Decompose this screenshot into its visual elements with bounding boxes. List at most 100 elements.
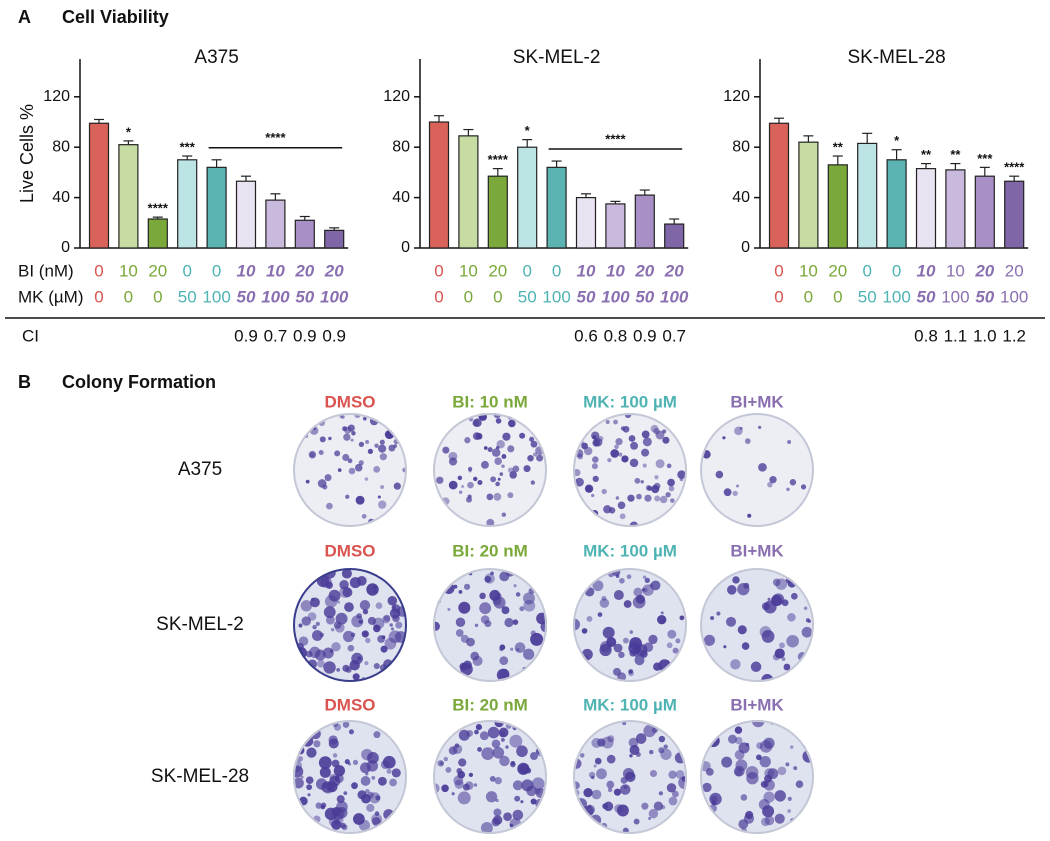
bar [605, 203, 626, 249]
column-header: MK: 100 µM [583, 541, 677, 560]
significance: ** [833, 139, 844, 154]
ci-value: 0.6 [574, 326, 598, 345]
panel-label: A [18, 7, 31, 27]
bar-chart: SK-MEL-280408012000100**200050*0100**105… [723, 47, 1028, 345]
bi-dose: 10 [799, 261, 818, 280]
y-tick-label: 80 [52, 138, 70, 155]
significance: *** [977, 151, 993, 166]
ci-value: 0.9 [234, 326, 258, 345]
bar [428, 121, 450, 249]
row-label: CI [22, 326, 39, 345]
cell-line-label: A375 [178, 459, 222, 480]
chart-title: SK-MEL-28 [847, 47, 945, 68]
bar [664, 223, 685, 249]
significance: ** [921, 147, 932, 162]
panel-title: Cell Viability [62, 7, 169, 27]
y-tick-label: 40 [732, 189, 750, 206]
y-tick-label: 0 [401, 239, 410, 256]
ci-value: 0.8 [914, 326, 938, 345]
mk-dose: 100 [941, 287, 969, 306]
mk-dose: 100 [882, 287, 910, 306]
column-header: DMSO [325, 392, 376, 411]
bar [974, 175, 995, 249]
bar [206, 166, 227, 249]
bi-dose: 10 [266, 261, 285, 280]
bar [575, 197, 597, 249]
bar [147, 218, 168, 249]
mk-dose: 100 [1000, 287, 1028, 306]
ci-value: 0.7 [662, 326, 686, 345]
mk-dose: 100 [320, 287, 349, 306]
bi-dose: 0 [182, 261, 191, 280]
mk-dose: 0 [124, 287, 133, 306]
y-tick-label: 80 [732, 138, 750, 155]
column-header: BI+MK [730, 392, 784, 411]
ci-value: 0.9 [293, 326, 317, 345]
cell-line-label: SK-MEL-28 [151, 766, 249, 787]
y-tick-label: 120 [43, 88, 70, 105]
column-header: BI: 10 nM [452, 392, 528, 411]
bi-dose: 20 [974, 261, 994, 280]
panel-title: Colony Formation [62, 372, 216, 392]
bar [294, 219, 315, 249]
mk-dose: 100 [601, 287, 630, 306]
bi-dose: 20 [294, 261, 314, 280]
y-tick-label: 40 [52, 189, 70, 206]
bi-dose: 10 [119, 261, 138, 280]
bar [487, 175, 508, 249]
bar [827, 164, 848, 249]
bar [886, 159, 907, 249]
column-header: BI: 20 nM [452, 695, 528, 714]
significance: ** [950, 147, 961, 162]
chart-title: A375 [194, 47, 238, 68]
bar [945, 169, 966, 249]
dish-rim [433, 413, 547, 527]
colony-dish [433, 720, 547, 834]
dish-rim [433, 568, 547, 682]
column-header: DMSO [325, 541, 376, 560]
dish-rim [700, 568, 814, 682]
colony-dish [700, 413, 814, 527]
ci-value: 0.9 [322, 326, 346, 345]
colony-dish [573, 413, 687, 527]
bar [235, 180, 257, 249]
colony-dish [573, 568, 687, 682]
bar [546, 166, 567, 249]
mk-dose: 50 [635, 287, 654, 306]
dish-rim [293, 720, 407, 834]
dish-rim [573, 568, 687, 682]
mk-dose: 0 [804, 287, 813, 306]
significance: **** [488, 152, 509, 167]
column-header: MK: 100 µM [583, 392, 677, 411]
bar [634, 194, 655, 249]
significance: * [525, 123, 531, 138]
bi-dose: 10 [606, 261, 625, 280]
column-header: BI+MK [730, 695, 784, 714]
column-header: BI: 20 nM [452, 541, 528, 560]
mk-dose: 50 [295, 287, 314, 306]
ci-value: 1.1 [944, 326, 968, 345]
mk-dose: 0 [94, 287, 103, 306]
bar [1004, 180, 1025, 249]
bi-dose: 10 [946, 261, 965, 280]
column-header: BI+MK [730, 541, 784, 560]
dish-rim [433, 720, 547, 834]
colony-dish [433, 568, 547, 682]
bar [88, 122, 110, 249]
ci-value: 0.9 [633, 326, 657, 345]
bi-dose: 20 [324, 261, 344, 280]
bar [857, 142, 878, 249]
colony-dish [573, 720, 687, 834]
bi-dose: 0 [552, 261, 561, 280]
chart-title: SK-MEL-2 [513, 47, 601, 68]
mk-dose: 50 [577, 287, 596, 306]
mk-dose: 100 [542, 287, 570, 306]
ci-value: 0.7 [264, 326, 288, 345]
y-tick-label: 120 [383, 88, 410, 105]
bi-dose: 20 [1005, 261, 1024, 280]
y-axis-label: Live Cells % [17, 104, 37, 203]
significance: **** [265, 130, 286, 145]
significance: **** [1004, 160, 1025, 175]
mk-dose: 50 [917, 287, 936, 306]
